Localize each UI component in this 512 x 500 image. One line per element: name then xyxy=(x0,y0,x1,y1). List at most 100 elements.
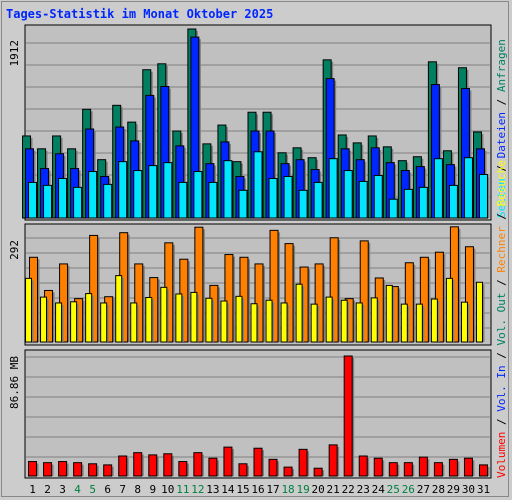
legend-item: Vol. Out xyxy=(495,293,508,346)
besuche-bar xyxy=(55,302,63,343)
besuche-bar xyxy=(475,281,483,343)
seiten-bar xyxy=(163,162,173,219)
x-tick-label: 11 xyxy=(176,483,189,496)
volumen-bar xyxy=(208,457,218,477)
x-tick-label: 23 xyxy=(357,483,370,496)
volumen-bar xyxy=(118,455,128,477)
seiten-bar xyxy=(298,189,308,219)
legend-separator: / xyxy=(495,92,508,112)
besuche-bar xyxy=(445,277,453,343)
middle-y-max-label: 292 xyxy=(8,240,21,260)
volumen-bar xyxy=(238,463,248,477)
volumen-bar xyxy=(448,458,458,477)
volumen-bar xyxy=(358,455,368,477)
x-tick-label: 27 xyxy=(417,483,430,496)
x-tick-label: 13 xyxy=(206,483,219,496)
besuche-bar xyxy=(370,297,378,343)
volumen-bar xyxy=(253,447,263,477)
x-tick-label: 21 xyxy=(327,483,340,496)
x-tick-label: 12 xyxy=(191,483,204,496)
x-tick-label: 24 xyxy=(372,483,386,496)
seiten-bar xyxy=(28,181,38,219)
x-tick-label: 16 xyxy=(251,483,264,496)
volumen-bar xyxy=(58,461,68,477)
x-tick-label: 6 xyxy=(104,483,111,496)
volumen-bar xyxy=(298,448,308,477)
x-tick-label: 8 xyxy=(134,483,141,496)
x-tick-label: 9 xyxy=(149,483,156,496)
x-tick-label: 10 xyxy=(161,483,174,496)
besuche-bar xyxy=(190,291,198,343)
volumen-bar xyxy=(103,464,113,477)
besuche-bar xyxy=(295,283,303,343)
besuche-bar xyxy=(385,284,393,343)
seiten-bar xyxy=(283,175,293,219)
bottom-y-max-label: 86.86 MB xyxy=(8,356,21,409)
seiten-bar xyxy=(178,181,188,219)
x-tick-label: 29 xyxy=(447,483,460,496)
legend-item: Vol. In xyxy=(495,365,508,411)
legend-separator: / xyxy=(495,412,508,432)
besuche-bar xyxy=(340,299,348,343)
besuche-bar xyxy=(280,302,288,343)
seiten-bar xyxy=(463,157,473,219)
x-tick-label: 28 xyxy=(432,483,445,496)
besuche-bar xyxy=(400,303,408,343)
x-tick-label: 5 xyxy=(89,483,96,496)
besuche-bar xyxy=(220,300,228,343)
volumen-bar xyxy=(43,462,53,477)
x-tick-label: 7 xyxy=(119,483,126,496)
volumen-bar xyxy=(223,446,233,477)
legend-item: Volumen xyxy=(495,432,508,478)
legend-item: Rechner xyxy=(495,226,508,273)
besuche-bar xyxy=(130,302,138,343)
volumen-bar xyxy=(148,454,158,477)
x-tick-label: 14 xyxy=(221,483,235,496)
seiten-bar xyxy=(133,170,143,219)
x-tick-label: 19 xyxy=(296,483,309,496)
volumen-bar xyxy=(163,453,173,477)
x-tick-label: 2 xyxy=(44,483,51,496)
volumen-bar xyxy=(193,452,203,477)
x-tick-label: 18 xyxy=(281,483,294,496)
besuche-bar xyxy=(250,303,258,343)
x-tick-label: 31 xyxy=(477,483,490,496)
legend-separator: / xyxy=(495,206,508,226)
besuche-bar xyxy=(325,296,333,343)
legend-separator: / xyxy=(495,158,508,178)
volumen-bar xyxy=(478,464,488,477)
volumen-bar xyxy=(433,462,443,477)
seiten-bar xyxy=(73,186,83,219)
legend-separator: / xyxy=(495,273,508,293)
seiten-bar xyxy=(343,170,353,219)
legend-item: Anfragen xyxy=(495,39,508,92)
x-tick-label: 4 xyxy=(74,483,81,496)
x-tick-label: 15 xyxy=(236,483,249,496)
seiten-bar xyxy=(103,183,113,219)
x-tick-label: 17 xyxy=(266,483,279,496)
seiten-bar xyxy=(193,171,203,219)
seiten-bar xyxy=(388,198,398,219)
seiten-bar xyxy=(238,189,248,219)
besuche-bar xyxy=(160,286,168,343)
seiten-bar xyxy=(253,151,263,219)
volumen-bar xyxy=(418,456,428,477)
seiten-bar xyxy=(223,160,233,219)
besuche-bar xyxy=(355,302,363,343)
volumen-bar xyxy=(28,461,38,477)
besuche-bar xyxy=(40,296,48,343)
besuche-bar xyxy=(205,297,213,343)
x-tick-label: 20 xyxy=(312,483,325,496)
x-tick-label: 30 xyxy=(462,483,475,496)
seiten-bar xyxy=(403,188,413,219)
seiten-bar xyxy=(328,158,338,219)
besuche-bar xyxy=(415,303,423,343)
volumen-bar xyxy=(403,462,413,477)
x-tick-label: 3 xyxy=(59,483,66,496)
x-tick-label: 1 xyxy=(29,483,36,496)
seiten-bar xyxy=(433,158,443,219)
volumen-bar xyxy=(373,457,383,477)
